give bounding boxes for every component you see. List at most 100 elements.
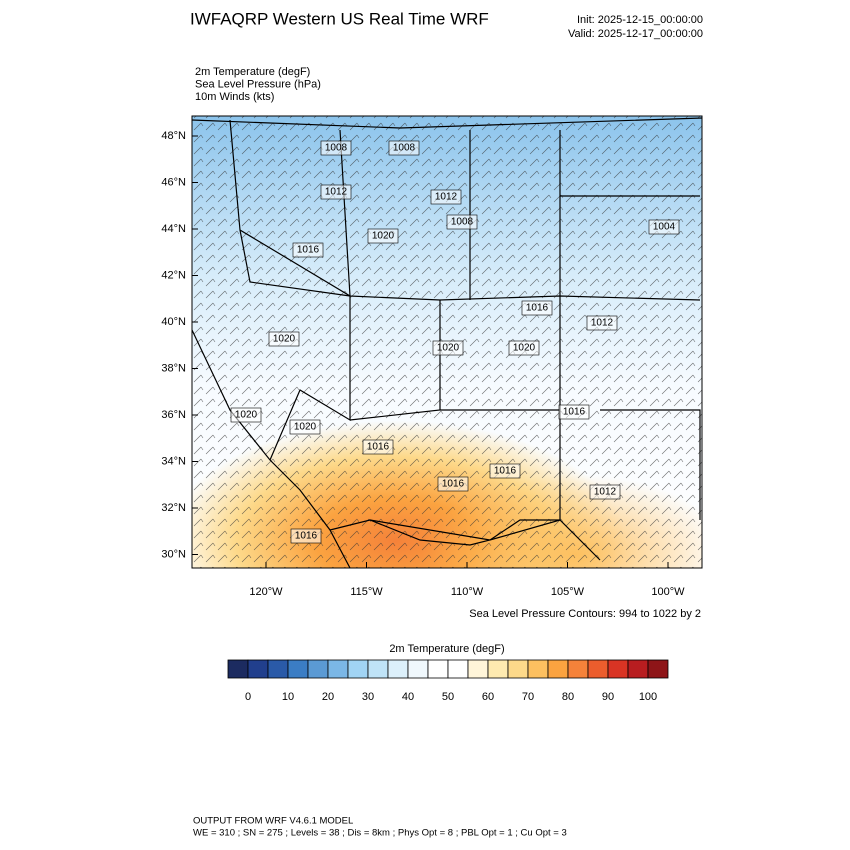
contour-label-box	[268, 331, 300, 347]
colorbar-tick-label: 10	[282, 691, 294, 703]
lon-label: 120°W	[249, 586, 283, 598]
colorbar-box	[227, 659, 249, 679]
colorbar-box	[327, 659, 349, 679]
contour-label: 1020	[294, 422, 317, 433]
field-label: 2m Temperature (degF)	[195, 66, 310, 78]
lat-label: 32°N	[161, 502, 186, 514]
colorbar-tick-label: 70	[522, 691, 534, 703]
contour-label-box	[648, 219, 680, 235]
colorbar: 0 10 20 30 40 50 60 70 80 90 100	[227, 659, 669, 703]
contour-label-box	[230, 407, 262, 423]
contour-label: 1016	[297, 245, 320, 256]
lat-label: 40°N	[161, 316, 186, 328]
lon-label: 115°W	[350, 586, 383, 598]
colorbar-box	[347, 659, 369, 679]
colorbar-box	[427, 659, 449, 679]
colorbar-title: 2m Temperature (degF)	[389, 643, 504, 655]
contour-label-box	[521, 300, 553, 316]
lat-label: 44°N	[161, 223, 186, 235]
colorbar-box	[407, 659, 429, 679]
lon-label: 110°W	[451, 586, 484, 598]
contour-label: 1008	[325, 143, 348, 154]
colorbar-box	[507, 659, 529, 679]
contour-label-box	[290, 528, 322, 544]
axes: 48°N 46°N 44°N 42°N 40°N 38°N 36°N 34°N 32°N 30°N…	[161, 130, 685, 598]
colorbar-box	[447, 659, 469, 679]
lat-label: 46°N	[161, 176, 186, 188]
colorbar-tick-label: 30	[362, 691, 374, 703]
colorbar-box	[627, 659, 649, 679]
colorbar-box	[607, 659, 629, 679]
contour-label: 1012	[594, 487, 617, 498]
colorbar-tick-label: 80	[562, 691, 574, 703]
lon-label: 105°W	[551, 586, 585, 598]
colorbar-box	[367, 659, 389, 679]
colorbar-tick-label: 20	[322, 691, 334, 703]
contour-label-box	[558, 404, 590, 420]
colorbar-box	[547, 659, 569, 679]
lat-label: 30°N	[161, 548, 186, 560]
contour-label: 1016	[526, 303, 549, 314]
colorbar-box	[467, 659, 489, 679]
country-border	[192, 117, 702, 129]
contour-label-box	[362, 439, 394, 455]
colorbar-box	[587, 659, 609, 679]
coastline	[192, 329, 351, 568]
map-frame	[191, 115, 703, 569]
colorbar-tick-label: 0	[245, 691, 251, 703]
valid-time: Valid: 2025-12-17_00:00:00	[568, 28, 703, 40]
colorbar-box	[387, 659, 409, 679]
contour-label: 1020	[235, 410, 258, 421]
contour-label-box	[320, 184, 352, 200]
contour-label: 1012	[325, 187, 348, 198]
contour-label-box	[437, 476, 469, 492]
contour-label-box	[589, 484, 621, 500]
contour-label-box	[388, 140, 420, 156]
contour-note: Sea Level Pressure Contours: 994 to 1022…	[469, 608, 701, 620]
colorbar-tick-label: 100	[639, 691, 657, 703]
contour-label-box	[586, 315, 618, 331]
colorbar-tick-label: 50	[442, 691, 454, 703]
lon-label: 100°W	[651, 586, 685, 598]
contour-label: 1016	[295, 531, 318, 542]
colorbar-box	[267, 659, 289, 679]
lat-label: 34°N	[161, 455, 186, 467]
lat-label: 42°N	[161, 269, 186, 281]
country-border	[329, 519, 601, 561]
contour-label-box	[289, 419, 321, 435]
colorbar-box	[487, 659, 509, 679]
init-time: Init: 2025-12-15_00:00:00	[577, 14, 703, 26]
contour-label: 1012	[435, 192, 458, 203]
contour-label: 1012	[591, 318, 614, 329]
contour-label: 1016	[494, 466, 517, 477]
contour-label-box	[292, 242, 324, 258]
contour-label-box	[320, 140, 352, 156]
contour-label-box	[446, 214, 478, 230]
field-label: 10m Winds (kts)	[195, 91, 274, 103]
contour-label-box	[508, 340, 540, 356]
contour-label-box	[432, 340, 464, 356]
contour-label: 1016	[563, 407, 586, 418]
contour-label: 1004	[653, 222, 676, 233]
lat-label: 38°N	[161, 362, 186, 374]
contour-label: 1008	[451, 217, 474, 228]
contour-label: 1008	[393, 143, 416, 154]
colorbar-box	[527, 659, 549, 679]
field-list: 2m Temperature (degF)Sea Level Pressure …	[195, 66, 321, 103]
footer-line: WE = 310 ; SN = 275 ; Levels = 38 ; Dis …	[193, 828, 567, 839]
state-border	[229, 119, 351, 461]
state-border	[239, 229, 701, 301]
contour-label: 1020	[437, 343, 460, 354]
title: IWFAQRP Western US Real Time WRF	[190, 9, 489, 28]
contour-label-box	[489, 463, 521, 479]
contour-label: 1020	[372, 231, 395, 242]
colorbar-tick-label: 40	[402, 691, 414, 703]
contour-label-box	[430, 189, 462, 205]
colorbar-box	[247, 659, 269, 679]
lat-label: 48°N	[161, 130, 186, 142]
field-label: Sea Level Pressure (hPa)	[195, 78, 321, 90]
footer-line: OUTPUT FROM WRF V4.6.1 MODEL	[193, 816, 353, 827]
lat-label: 36°N	[161, 409, 186, 421]
colorbar-box	[287, 659, 309, 679]
